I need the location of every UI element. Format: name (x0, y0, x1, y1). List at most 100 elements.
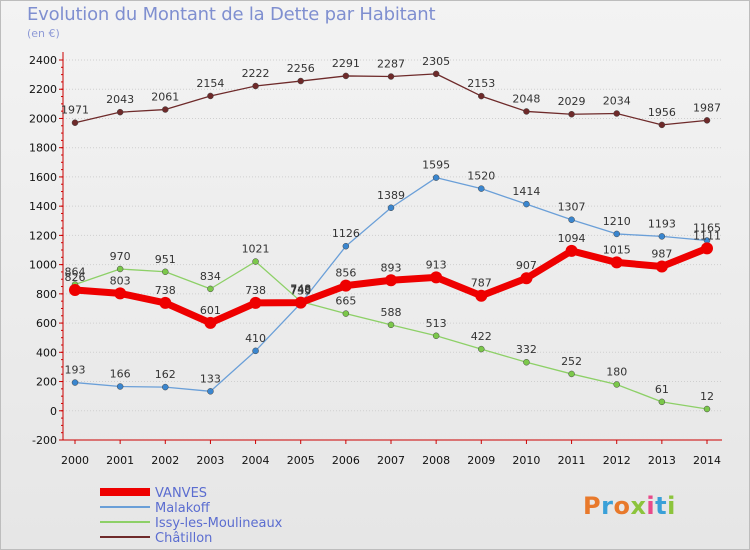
data-point (432, 332, 440, 340)
data-label: 803 (110, 274, 131, 287)
data-point (116, 265, 124, 273)
data-point (297, 77, 304, 85)
data-point (703, 405, 711, 413)
chart-subtitle: (en €) (27, 27, 60, 40)
axes (59, 52, 722, 444)
data-point (342, 310, 350, 317)
x-tick-label: 2002 (151, 454, 179, 467)
data-point (432, 174, 440, 181)
data-label: 1021 (242, 243, 270, 256)
data-point (703, 117, 711, 124)
data-label: 2029 (558, 95, 586, 108)
data-label: 856 (335, 267, 356, 280)
data-point (69, 284, 81, 297)
data-label: 738 (245, 284, 266, 297)
y-tick-label: 200 (36, 376, 57, 389)
data-point (565, 244, 578, 257)
x-tick-label: 2013 (648, 454, 676, 467)
data-point (658, 398, 666, 406)
logo-letter: r (601, 492, 614, 520)
data-label: 738 (155, 284, 176, 297)
x-tick-label: 2010 (512, 454, 540, 467)
data-label: 332 (516, 343, 537, 356)
data-point (339, 279, 352, 292)
data-point (432, 70, 440, 78)
data-label: 61 (655, 383, 669, 396)
y-tick-labels: -200 0 200 400 600 800 1000 1200 1400 1600 1800 200… (29, 54, 57, 447)
data-point (430, 271, 443, 284)
y-tick-label: 1800 (29, 142, 57, 155)
data-point (568, 110, 575, 118)
y-tick-label: 1600 (29, 171, 57, 184)
y-tick-label: -200 (32, 434, 57, 447)
chart-title: Evolution du Montant de la Dette par Hab… (27, 4, 436, 25)
logo-letter: i (646, 492, 656, 520)
data-label: 1520 (467, 170, 495, 183)
data-label: 1307 (558, 201, 586, 214)
x-tick-label: 2014 (693, 454, 721, 467)
data-point (114, 287, 127, 300)
y-tick-label: 400 (36, 346, 57, 359)
data-point (475, 289, 488, 302)
y-tick-label: 800 (36, 288, 57, 301)
data-label: 2222 (242, 67, 270, 80)
data-label: 748 (290, 282, 311, 295)
logo-letter: x (630, 492, 647, 520)
data-label: 735 (290, 284, 311, 297)
data-label: 1210 (603, 215, 631, 228)
data-label: 2061 (151, 91, 179, 104)
legend-label: Châtillon (155, 531, 212, 546)
data-point (520, 272, 533, 285)
data-point (385, 274, 397, 287)
data-point (204, 316, 217, 329)
data-label: 162 (155, 368, 176, 381)
y-tick-label: 2200 (29, 83, 57, 96)
data-point (613, 230, 620, 238)
data-label: 913 (426, 258, 447, 271)
y-tick-label: 0 (50, 405, 57, 418)
x-tick-label: 2004 (242, 454, 270, 467)
data-label: 2291 (332, 57, 360, 70)
data-label: 1165 (693, 222, 721, 235)
data-point (523, 200, 530, 208)
data-label: 1015 (603, 243, 631, 256)
data-label: 1389 (377, 189, 405, 202)
logo-letter: P (583, 492, 602, 520)
data-point (610, 256, 623, 269)
data-label: 410 (245, 332, 266, 345)
data-label: 1971 (61, 104, 89, 117)
data-point (116, 108, 124, 116)
data-label: 907 (516, 259, 537, 272)
data-label: 252 (561, 355, 582, 368)
data-labels: 1971 2043 2061 2154 2222 2256 2291 2287 2305 2153… (61, 55, 721, 403)
data-label: 1094 (558, 232, 586, 245)
data-point (116, 383, 124, 390)
data-label: 970 (110, 250, 131, 263)
data-label: 1126 (332, 227, 360, 240)
data-point (568, 216, 575, 223)
data-point (478, 345, 485, 353)
data-point (294, 296, 307, 309)
data-point (387, 73, 395, 80)
y-tick-label: 2000 (29, 112, 57, 125)
data-label: 2305 (422, 55, 450, 68)
logo-letter: i (667, 492, 676, 520)
x-tick-label: 2011 (558, 454, 586, 467)
data-point (162, 268, 169, 276)
data-point (207, 92, 214, 100)
x-tick-label: 2006 (332, 454, 360, 467)
data-point (207, 285, 214, 293)
y-tick-label: 1400 (29, 200, 57, 213)
data-point (613, 381, 620, 388)
data-point (252, 347, 259, 355)
data-point (71, 379, 79, 386)
data-point (252, 82, 259, 90)
data-label: 787 (471, 277, 492, 290)
data-label: 2287 (377, 58, 405, 71)
y-tick-label: 1000 (29, 259, 57, 272)
legend-label: Malakoff (155, 501, 211, 516)
x-tick-label: 2009 (467, 454, 495, 467)
x-tick-labels: 2000 2001 2002 2003 2004 2005 2006 2007 2008 2009… (61, 454, 721, 467)
